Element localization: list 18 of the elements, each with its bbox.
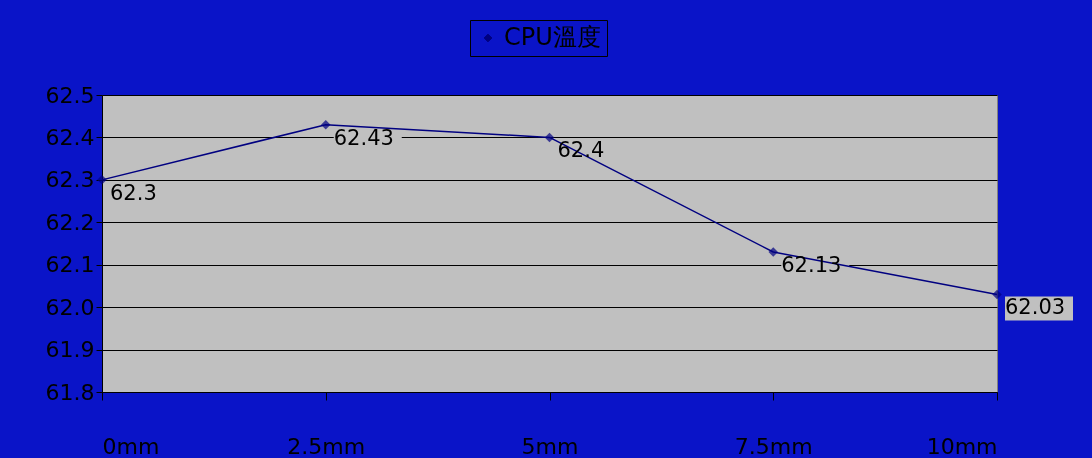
y-tick-label: 62.0 (45, 294, 95, 320)
x-tick-label: 0mm (102, 433, 160, 458)
x-tick-label: 5mm (521, 433, 579, 458)
data-label: 62.43 (333, 125, 394, 150)
y-tick-label: 61.9 (45, 337, 95, 363)
y-tick-label: 62.5 (45, 82, 95, 108)
y-tick-label: 62.1 (45, 252, 95, 278)
data-label: 62.13 (781, 252, 842, 277)
y-tick-label: 62.4 (45, 124, 95, 150)
data-label: 62.03 (1005, 295, 1066, 320)
y-tick-label: 62.3 (45, 167, 95, 193)
data-label: 62.3 (110, 180, 157, 205)
x-tick-label: 2.5mm (287, 433, 366, 458)
x-tick-label: 7.5mm (734, 433, 813, 458)
x-tick-label: 10mm (926, 433, 998, 458)
legend-label: CPU溫度 (504, 23, 601, 51)
y-tick-label: 62.2 (45, 209, 95, 235)
y-tick-label: 61.8 (45, 379, 95, 405)
